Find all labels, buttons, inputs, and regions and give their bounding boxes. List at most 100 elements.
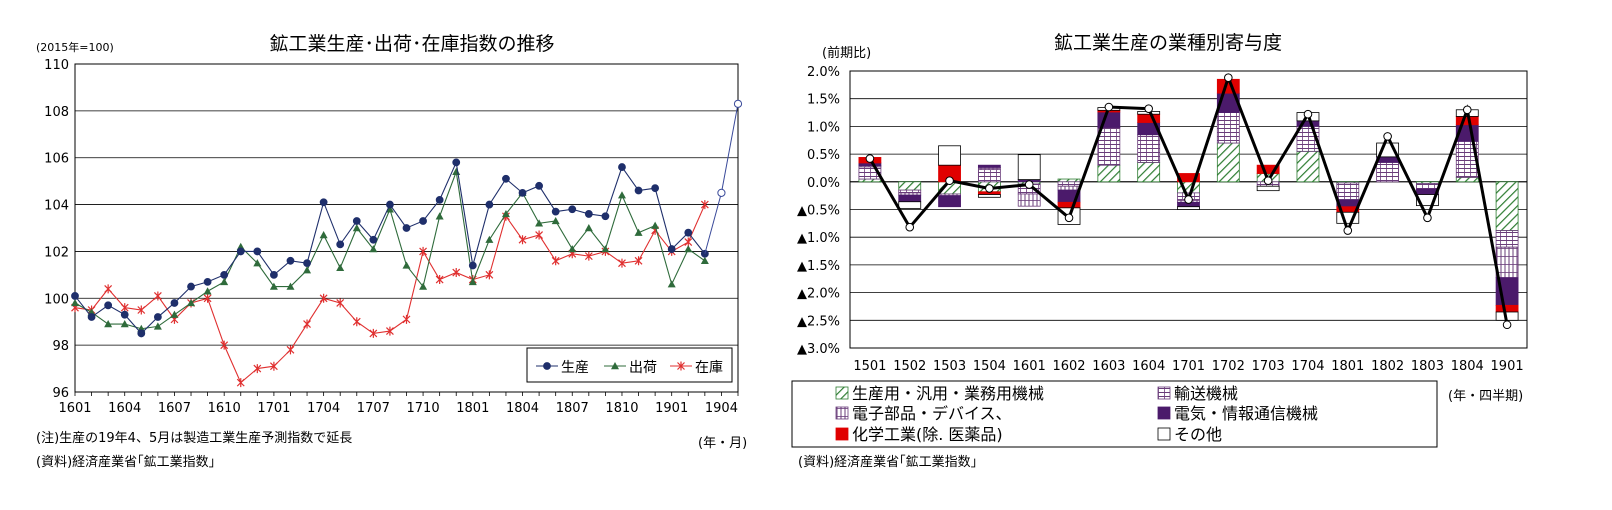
right-x-tick-label: 1703	[1252, 359, 1285, 374]
right-bar-segment	[977, 194, 1001, 198]
right-y-tick-label: 2.0%	[807, 65, 840, 80]
right-legend-swatch	[835, 406, 849, 420]
left-forecast-point	[717, 188, 726, 197]
left-y-tick-label: 100	[44, 292, 69, 307]
left-data-point	[651, 221, 660, 229]
left-data-point	[634, 228, 643, 236]
left-data-point	[203, 277, 212, 286]
left-x-tick-label: 1704	[307, 401, 340, 416]
left-data-point	[435, 275, 444, 285]
right-total-point	[1303, 109, 1313, 119]
right-legend-swatch	[1157, 427, 1171, 441]
right-bar-stack	[1216, 78, 1240, 183]
left-x-tick-label: 1810	[605, 401, 638, 416]
right-x-tick-label: 1604	[1132, 359, 1165, 374]
left-data-point	[551, 207, 560, 216]
left-data-point	[584, 224, 593, 232]
right-legend-label: 生産用・汎用・業務用機械	[852, 384, 1044, 403]
left-x-tick-label: 1804	[506, 401, 539, 416]
right-x-tick-label: 1502	[893, 359, 926, 374]
left-legend: 生産 出荷 在庫	[526, 347, 733, 383]
left-data-point	[319, 198, 328, 207]
left-data-point	[684, 245, 693, 253]
left-data-point	[220, 270, 229, 279]
right-bar-segment	[977, 164, 1001, 168]
right-bar-stack	[1097, 107, 1121, 183]
left-chart-title: 鉱工業生産･出荷･在庫指数の推移	[269, 33, 554, 55]
left-data-point	[137, 305, 146, 315]
left-data-point	[253, 259, 262, 267]
left-data-point	[535, 230, 544, 240]
right-x-tick-label: 1704	[1291, 359, 1324, 374]
right-bar-segment	[1495, 246, 1519, 279]
right-bar-stack	[1296, 112, 1320, 183]
left-data-point	[435, 212, 444, 220]
left-data-point	[352, 217, 361, 225]
right-x-tick-label: 1802	[1371, 359, 1404, 374]
left-data-point	[684, 237, 693, 247]
right-total-line	[865, 73, 1512, 330]
right-unit-label: (前期比)	[822, 45, 871, 61]
right-bar-segment	[858, 178, 882, 183]
right-bar-segment	[1177, 206, 1200, 210]
right-bar-segment	[898, 194, 922, 203]
right-bar-segment	[898, 201, 922, 209]
left-data-point	[319, 231, 328, 239]
left-data-point	[618, 258, 626, 268]
left-data-point	[303, 266, 312, 274]
left-legend-item: 出荷	[604, 360, 657, 376]
right-bar-stack	[1137, 111, 1161, 183]
left-data-point	[402, 224, 411, 232]
right-legend-item: 輸送機械	[1157, 384, 1238, 403]
left-data-point	[684, 228, 693, 237]
right-bar-segment	[938, 145, 961, 166]
right-x-tick-label: 1602	[1052, 359, 1085, 374]
right-bar-segment	[1057, 178, 1081, 183]
left-data-point	[419, 282, 428, 290]
left-legend-label: 出荷	[629, 360, 657, 376]
left-x-tick-label: 1707	[357, 401, 390, 416]
right-bar-segment	[1495, 230, 1519, 248]
left-data-point	[617, 191, 626, 199]
left-x-tick-label: 1904	[705, 401, 738, 416]
left-data-point	[551, 216, 560, 225]
left-data-point	[236, 247, 245, 256]
left-legend-marker	[677, 361, 685, 371]
right-legend-swatch	[1157, 386, 1171, 400]
left-data-point	[435, 195, 444, 204]
left-x-tick-label: 1604	[108, 401, 141, 416]
right-y-tick-label: 1.0%	[807, 120, 840, 135]
left-series-1	[71, 167, 709, 332]
left-data-point	[286, 345, 295, 355]
right-total-point	[865, 154, 875, 163]
left-legend-label: 生産	[561, 360, 589, 376]
left-data-point	[87, 313, 96, 321]
left-data-point	[568, 245, 577, 253]
left-data-point	[71, 298, 79, 307]
left-data-point	[253, 247, 262, 256]
left-data-point	[700, 256, 709, 264]
right-legend-swatch	[835, 427, 849, 441]
left-data-point	[568, 205, 577, 214]
left-y-tick-label: 98	[52, 339, 69, 354]
right-total-point	[1224, 73, 1233, 82]
left-data-point	[220, 277, 229, 286]
right-total-point	[985, 184, 994, 193]
right-y-tick-label: ▲1.5%	[797, 259, 840, 274]
left-source: (資料)経済産業省｢鉱工業指数｣	[36, 454, 215, 470]
left-data-point	[236, 378, 245, 388]
right-legend-label: 電子部品・デバイス、	[852, 404, 1012, 423]
left-data-point	[137, 329, 146, 338]
left-data-point	[501, 209, 510, 218]
right-bar-segment	[1057, 185, 1081, 191]
left-x-axis-label: (年・月)	[698, 436, 747, 451]
right-bar-segment	[1216, 142, 1240, 183]
left-x-tick-label: 1607	[158, 401, 191, 416]
left-legend-marker	[543, 362, 551, 370]
right-bar-segment	[1296, 150, 1320, 183]
left-legend-label: 在庫	[695, 359, 723, 376]
left-data-point	[419, 217, 427, 225]
right-bar-segment	[1495, 181, 1519, 231]
left-data-point	[601, 245, 610, 253]
right-y-tick-label: ▲2.0%	[797, 287, 840, 302]
